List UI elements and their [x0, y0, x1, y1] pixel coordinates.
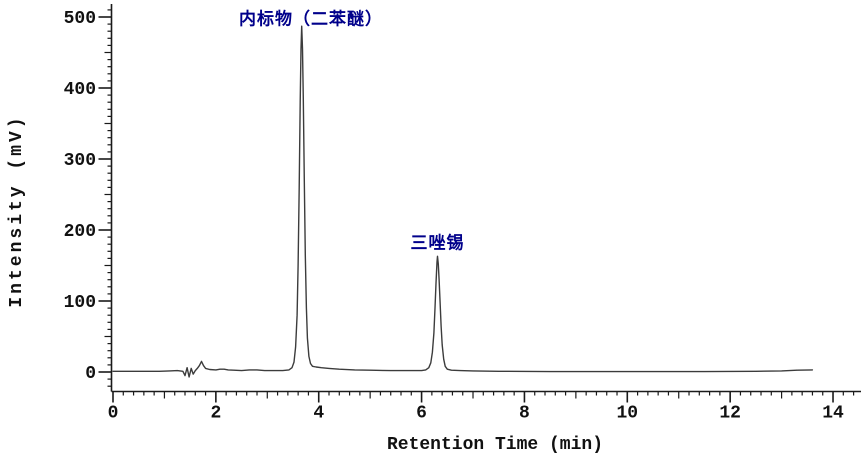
x-tick-label: 2: [210, 404, 221, 424]
x-tick-label: 0: [108, 404, 119, 424]
chromatogram-trace: [112, 25, 814, 378]
x-tick-label: 8: [519, 404, 530, 424]
y-tick-label: 400: [64, 80, 96, 100]
y-tick-label: 0: [85, 364, 96, 384]
x-tick-label: 6: [416, 404, 427, 424]
peak-label-internal-standard: 内标物（二苯醚）: [239, 9, 383, 29]
x-tick-label: 12: [719, 404, 741, 424]
y-tick-label: 300: [64, 151, 96, 171]
y-tick-label: 500: [64, 9, 96, 29]
peak-label-azocyclotin: 三唑锡: [410, 233, 465, 253]
x-axis-title: Retention Time (min): [386, 435, 604, 455]
x-tick-label: 14: [822, 404, 844, 424]
y-tick-label: 100: [64, 293, 96, 313]
x-tick-label: 10: [616, 404, 638, 424]
y-tick-label: 200: [64, 222, 96, 242]
x-tick-label: 4: [313, 404, 324, 424]
y-axis-title: Intensity (mV): [7, 114, 27, 308]
